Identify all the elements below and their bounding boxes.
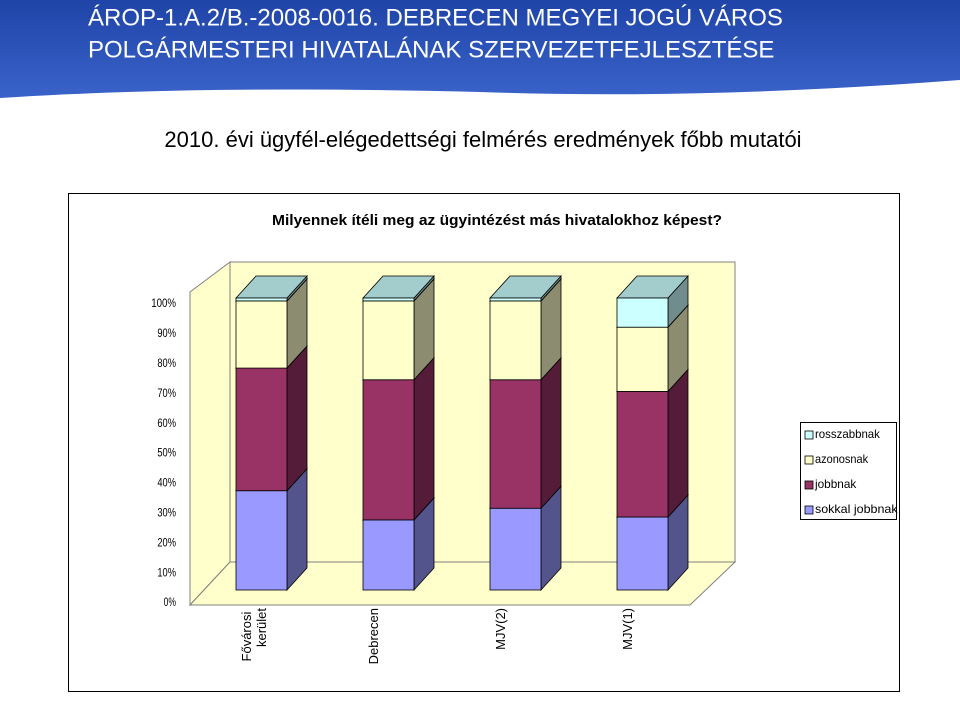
header-band [0,0,960,98]
x-tick-label: Fővárosi kerület [239,608,269,662]
y-tick-label: 40% [157,476,176,490]
bar [362,300,415,381]
bar [489,297,542,302]
y-tick-label: 10% [157,565,176,579]
bar [616,516,669,591]
y-tick-label: 90% [157,326,176,340]
legend-swatch [804,455,814,465]
bar [616,326,669,392]
legend-label: azonosnak [815,452,869,466]
bar [362,519,415,591]
y-tick-label: 20% [157,535,176,549]
y-tick-label: 30% [157,505,176,519]
bar [616,391,669,518]
y-tick-label: 50% [157,446,176,460]
bar-side [286,345,308,492]
subtitle: 2010. évi ügyfél-elégedettségi felmérés … [164,127,801,152]
bar [235,300,288,369]
y-tick-label: 100% [151,296,176,310]
legend-label: rosszabbnak [815,427,881,441]
x-tick-label: MJV(1) [620,608,635,650]
y-tick-label: 60% [157,416,176,430]
y-tick-label: 80% [157,356,176,370]
legend [800,422,897,520]
y-tick-label: 70% [157,386,176,400]
bar [235,490,288,591]
bar [489,507,542,591]
x-tick-label: Debrecen [366,608,381,664]
legend-swatch [804,430,814,440]
bar [489,300,542,381]
legend-swatch [804,505,814,515]
bar-side [413,356,435,521]
legend-swatch [804,480,814,490]
legend-label: sokkal jobbnak [815,502,899,516]
side-wall [189,261,231,607]
bar [235,367,288,492]
header-title: ÁROP-1.A.2/B.-2008-0016. DEBRECEN MEGYEI… [88,4,783,31]
bar [362,379,415,521]
bar-side [667,368,689,519]
x-tick-label: MJV(2) [493,608,508,650]
bar-side [540,356,562,510]
bar [235,297,288,302]
bar [489,379,542,509]
bar [616,297,669,328]
y-tick-label: 0% [164,595,177,609]
chart-title: Milyennek ítéli meg az ügyintézést más h… [272,212,722,229]
floor [188,561,737,606]
legend-label: jobbnak [814,477,857,491]
bar [362,297,415,302]
header-title: POLGÁRMESTERI HIVATALÁNAK SZERVEZETFEJLE… [88,36,774,63]
